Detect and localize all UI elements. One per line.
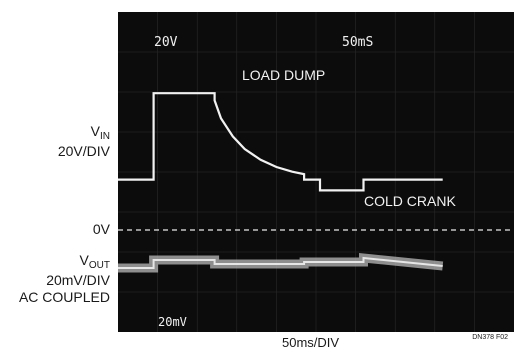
screen-volts-per-div-label: 20V [154,35,178,50]
traces [118,92,444,273]
cold-crank-annotation: COLD CRANK [364,193,456,209]
vin-scale-label: 20V/DIV [57,143,110,159]
vout-label-main: V [79,252,89,268]
vout-coupling-label: AC COUPLED [18,289,110,305]
load-dump-annotation: LOAD DUMP [242,67,325,83]
vin-label: VIN [58,124,110,144]
vin-label-main: V [90,123,100,139]
vout-scale-label: 20mV/DIV [46,272,110,288]
screen-vout-scale-label: 20mV [158,315,187,329]
vin-label-sub: IN [100,131,110,142]
x-axis-label: 50ms/DIV [282,335,340,350]
vout-trace [118,256,443,269]
vout-label: VOUT [58,253,110,273]
vout-label-sub: OUT [88,260,110,271]
figure-credit: DN378 F02 [472,334,508,341]
screen-time-per-div-label: 50mS [342,35,373,50]
vin-trace [118,92,443,192]
graticule [118,12,514,332]
zero-volt-label: 0V [92,221,110,237]
